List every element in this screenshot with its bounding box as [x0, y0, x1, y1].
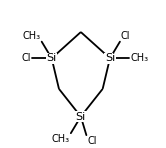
Text: CH₃: CH₃ — [52, 134, 70, 144]
Text: Si: Si — [105, 53, 115, 63]
Text: Cl: Cl — [21, 53, 31, 63]
Text: Cl: Cl — [121, 31, 130, 41]
Text: Cl: Cl — [87, 136, 97, 146]
Text: Si: Si — [46, 53, 57, 63]
Text: CH₃: CH₃ — [131, 53, 149, 63]
Text: CH₃: CH₃ — [23, 31, 41, 41]
Text: Si: Si — [76, 112, 86, 122]
